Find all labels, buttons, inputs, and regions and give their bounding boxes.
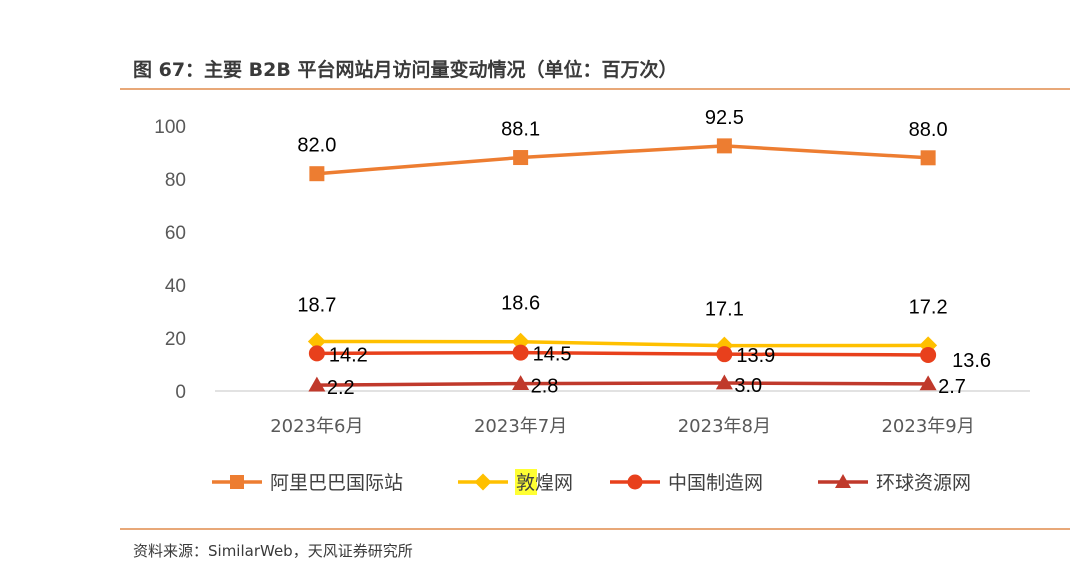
data-label: 13.9 — [736, 345, 775, 367]
top-divider — [120, 88, 1070, 90]
legend-marker — [627, 474, 643, 490]
data-label: 18.6 — [501, 293, 540, 315]
x-tick-label: 2023年9月 — [881, 416, 974, 437]
legend-label: 环球资源网 — [876, 472, 971, 494]
data-point — [512, 375, 530, 390]
data-label: 92.5 — [705, 107, 744, 129]
series-line — [316, 339, 929, 348]
data-label: 17.2 — [909, 296, 948, 318]
data-point — [309, 166, 325, 182]
legend: 阿里巴巴国际站 敦煌网 中国制造网 环球资源网 — [212, 469, 971, 495]
data-point — [715, 374, 733, 390]
data-label: 88.0 — [909, 119, 948, 141]
legend-item: 中国制造网 — [610, 472, 763, 494]
data-label: 18.7 — [297, 294, 336, 316]
data-point — [308, 376, 326, 392]
legend-marker — [474, 473, 492, 491]
bottom-divider — [120, 528, 1070, 530]
data-point — [716, 138, 732, 154]
data-point — [920, 346, 937, 363]
legend-item: 环球资源网 — [818, 472, 971, 494]
data-point — [307, 332, 326, 351]
legend-label: 中国制造网 — [668, 472, 763, 494]
y-tick-label: 40 — [165, 276, 186, 297]
x-tick-label: 2023年8月 — [678, 416, 771, 437]
data-label: 13.6 — [952, 350, 991, 372]
legend-label: 阿里巴巴国际站 — [270, 472, 403, 494]
legend-item: 阿里巴巴国际站 — [212, 472, 403, 494]
data-point — [919, 375, 937, 391]
data-label: 3.0 — [734, 375, 762, 397]
data-point — [512, 344, 529, 361]
y-tick-label: 100 — [154, 117, 186, 138]
legend-marker — [230, 475, 244, 489]
y-tick-label: 0 — [175, 382, 186, 403]
data-point — [513, 150, 529, 166]
data-label: 17.1 — [705, 299, 744, 321]
series-lines — [316, 144, 929, 387]
data-label: 2.8 — [531, 376, 559, 398]
data-point — [920, 150, 936, 166]
data-point — [716, 346, 733, 363]
legend-marker — [835, 474, 851, 488]
source-note: 资料来源：SimilarWeb，天风证券研究所 — [133, 542, 413, 560]
data-label: 2.2 — [327, 377, 355, 399]
legend-highlight — [515, 469, 537, 495]
y-tick-label: 80 — [165, 170, 186, 191]
series-line — [316, 381, 929, 387]
data-label: 14.5 — [533, 344, 572, 366]
data-point — [308, 345, 325, 362]
data-label: 2.7 — [938, 376, 966, 398]
y-tick-label: 60 — [165, 223, 186, 244]
chart-axes: 0 20 40 60 80 100 2023年6月 2023年7月 2023年8月 2023年9月 — [154, 117, 1030, 437]
x-tick-label: 2023年7月 — [474, 416, 567, 437]
y-tick-label: 20 — [165, 329, 186, 350]
data-label: 88.1 — [501, 119, 540, 141]
data-labels: 82.0 88.1 92.5 88.0 18.7 18.6 17.1 17.2 14.2 14.5… — [297, 107, 991, 399]
legend-item: 敦煌网 — [458, 469, 573, 495]
series-markers — [307, 138, 938, 392]
legend-label: 敦煌网 — [516, 472, 573, 494]
series-line — [316, 144, 929, 176]
data-label: 82.0 — [297, 135, 336, 157]
chart-title: 图 67：主要 B2B 平台网站月访问量变动情况（单位：百万次） — [133, 59, 678, 81]
x-tick-label: 2023年6月 — [270, 416, 363, 437]
series-line — [316, 350, 929, 357]
data-label: 14.2 — [329, 344, 368, 366]
